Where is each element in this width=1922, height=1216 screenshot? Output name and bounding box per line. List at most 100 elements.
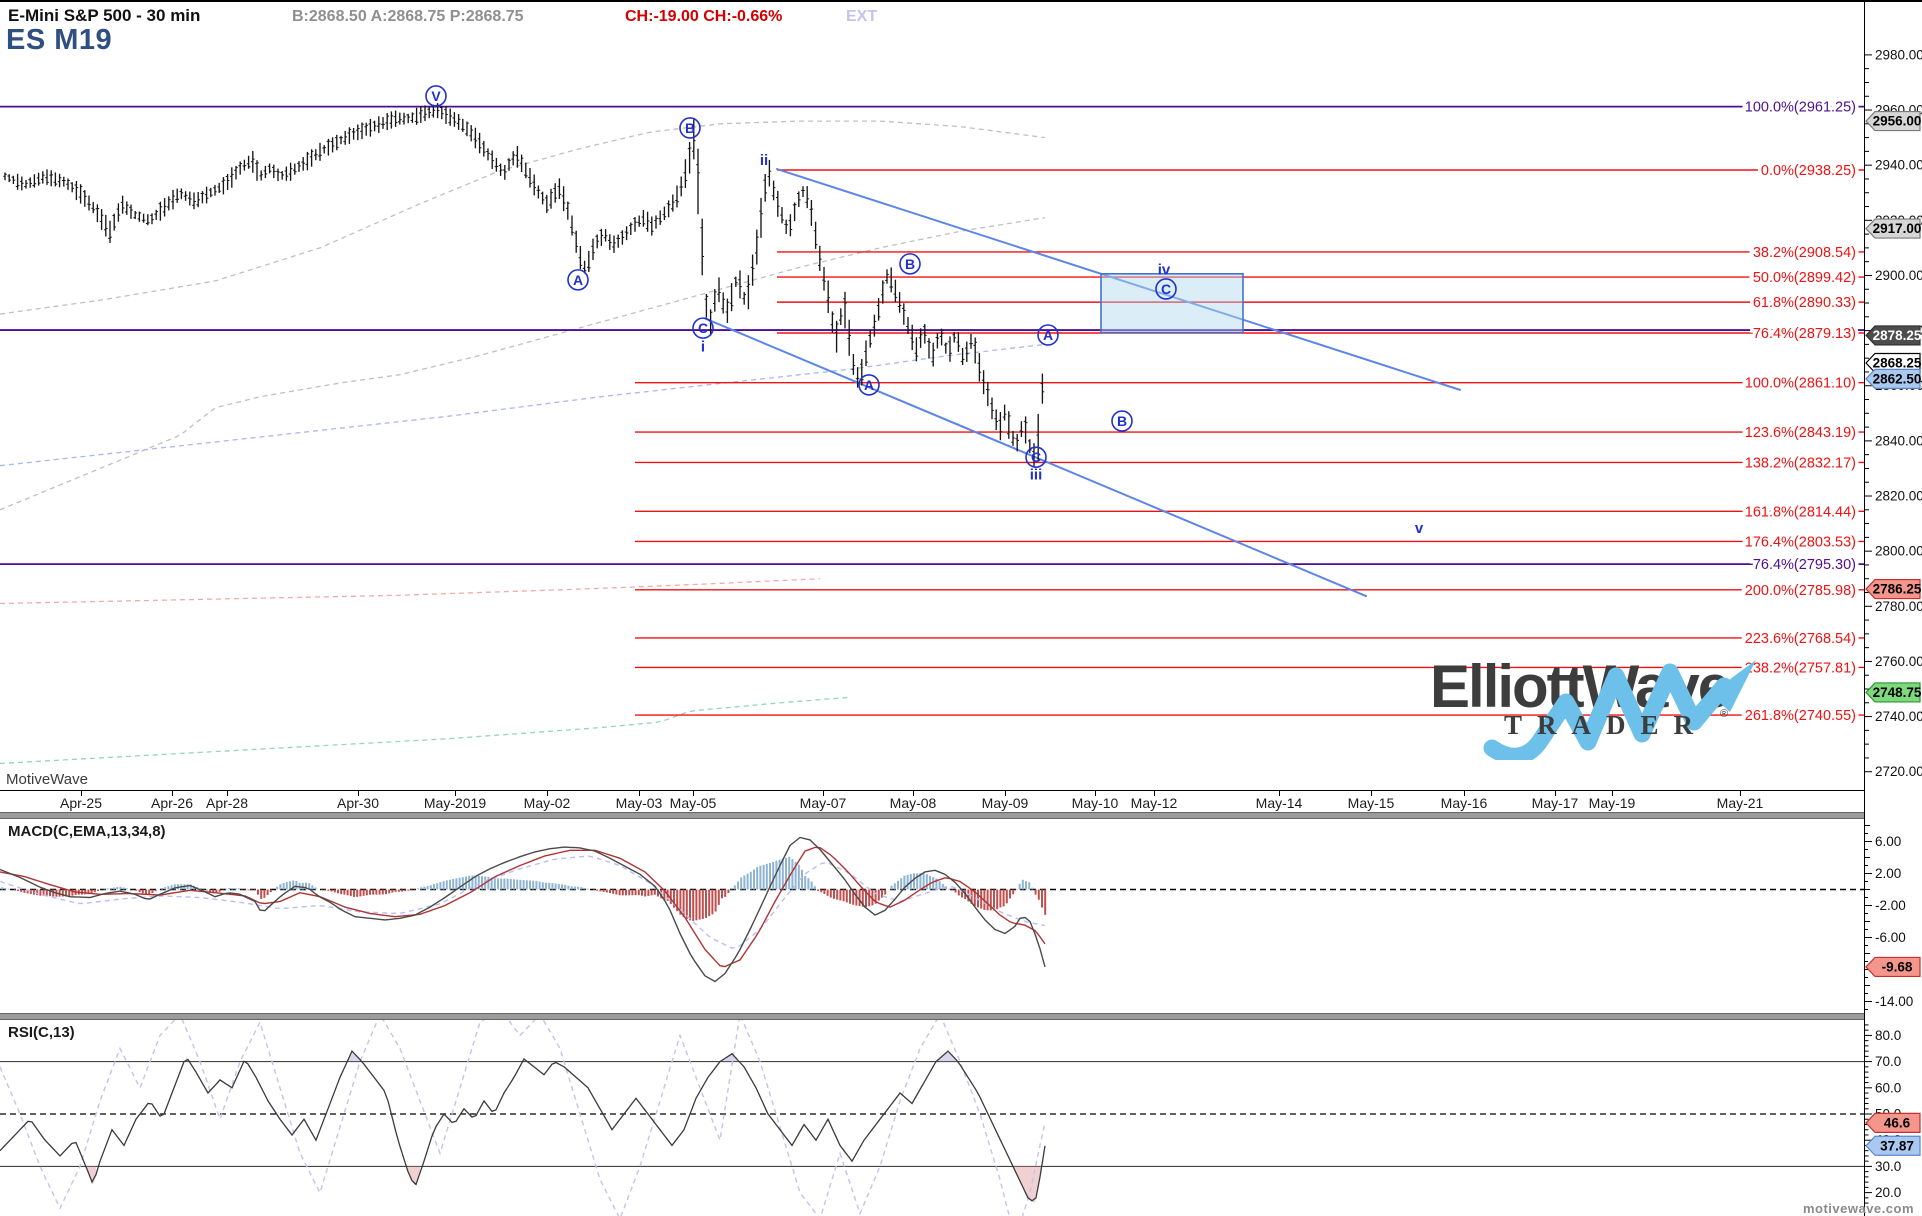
svg-text:261.8%(2740.55): 261.8%(2740.55) — [1745, 708, 1856, 724]
price-tag — [1865, 110, 1921, 132]
date-label: May-21 — [1716, 795, 1764, 811]
date-tick — [1279, 791, 1280, 796]
date-label: May-17 — [1531, 795, 1579, 811]
svg-text:B: B — [685, 120, 695, 136]
date-tick — [1371, 791, 1372, 796]
svg-text:2940.00: 2940.00 — [1875, 158, 1922, 173]
price-bars — [3, 103, 1045, 468]
price-chart-canvas[interactable]: 100.0%(2961.25) 76.4%(2795.30) 0.0%(2938.2… — [0, 2, 1864, 790]
date-tick — [172, 791, 173, 796]
date-tick — [693, 791, 694, 796]
svg-text:C: C — [698, 320, 708, 336]
svg-text:76.4%(2879.13): 76.4%(2879.13) — [1753, 326, 1856, 342]
svg-text:2980.00: 2980.00 — [1875, 47, 1922, 62]
price-tag — [1865, 578, 1921, 600]
price-chart-panel[interactable]: 100.0%(2961.25) 76.4%(2795.30) 0.0%(2938.2… — [0, 2, 1864, 790]
date-label: May-16 — [1440, 795, 1488, 811]
rsi-canvas[interactable] — [0, 1008, 1864, 1216]
svg-text:2760.00: 2760.00 — [1875, 654, 1922, 669]
svg-text:2780.00: 2780.00 — [1875, 599, 1922, 614]
date-tick — [1555, 791, 1556, 796]
price-tag — [1865, 218, 1921, 239]
macd-line — [0, 836, 1046, 983]
motivewave-watermark: MotiveWave — [6, 771, 88, 788]
ext-session-flag: EXT — [846, 8, 878, 25]
date-label: Apr-28 — [205, 795, 249, 811]
svg-text:6.00: 6.00 — [1875, 834, 1901, 849]
price-tag — [1865, 1112, 1921, 1134]
svg-text:-14.00: -14.00 — [1875, 994, 1913, 1009]
rsi-line — [0, 1049, 1046, 1202]
value-axis[interactable]: 2980.002960.002940.002920.002900.002880.… — [1864, 2, 1922, 1216]
svg-text:37.87: 37.87 — [1880, 1138, 1914, 1153]
svg-text:2878.25: 2878.25 — [1873, 328, 1922, 343]
date-label: May-10 — [1071, 795, 1119, 811]
svg-text:B: B — [1117, 413, 1127, 429]
date-label: May-19 — [1588, 795, 1636, 811]
panel-divider[interactable] — [0, 1013, 1922, 1020]
svg-text:2748.75: 2748.75 — [1873, 685, 1922, 700]
value-axis-canvas[interactable]: 2980.002960.002940.002920.002900.002880.… — [1865, 2, 1922, 1216]
svg-text:30.0: 30.0 — [1875, 1159, 1901, 1174]
logo-trader-text: TRADER — [1504, 710, 1709, 740]
date-tick — [823, 791, 824, 796]
date-tick — [1005, 791, 1006, 796]
bid-ask-prev-quote: B:2868.50 A:2868.75 P:2868.75 — [292, 8, 524, 25]
change-values: CH:-19.00 CH:-0.66% — [625, 8, 783, 25]
macd-signal-line — [0, 846, 1046, 968]
svg-text:C: C — [1161, 281, 1171, 297]
date-label: May-12 — [1130, 795, 1178, 811]
svg-text:2820.00: 2820.00 — [1875, 489, 1922, 504]
date-tick — [358, 791, 359, 796]
svg-text:70.0: 70.0 — [1875, 1054, 1901, 1069]
registered-mark: ® — [1720, 708, 1729, 720]
rsi-study-label: RSI(C,13) — [8, 1024, 75, 1041]
svg-text:61.8%(2890.33): 61.8%(2890.33) — [1753, 295, 1856, 311]
macd-canvas[interactable] — [0, 819, 1864, 1013]
ma-gray-slow — [0, 216, 1046, 511]
svg-text:2956.00: 2956.00 — [1873, 114, 1922, 129]
price-tag — [1865, 368, 1921, 389]
svg-text:100.0%(2961.25): 100.0%(2961.25) — [1745, 100, 1856, 116]
svg-text:76.4%(2795.30): 76.4%(2795.30) — [1753, 557, 1856, 573]
rsi-panel[interactable] — [0, 1008, 1864, 1216]
svg-text:38.2%(2908.54): 38.2%(2908.54) — [1753, 245, 1856, 261]
date-label: May-14 — [1255, 795, 1303, 811]
svg-text:100.0%(2861.10): 100.0%(2861.10) — [1745, 376, 1856, 392]
svg-text:138.2%(2832.17): 138.2%(2832.17) — [1745, 455, 1856, 471]
date-tick — [1740, 791, 1741, 796]
price-tag — [1865, 682, 1921, 703]
svg-text:V: V — [431, 88, 441, 104]
date-label: Apr-25 — [59, 795, 103, 811]
price-tag — [1865, 956, 1921, 978]
svg-text:46.6: 46.6 — [1884, 1116, 1911, 1131]
svg-text:176.4%(2803.53): 176.4%(2803.53) — [1745, 534, 1856, 550]
macd-panel[interactable] — [0, 819, 1864, 1013]
svg-text:2900.00: 2900.00 — [1875, 268, 1922, 283]
date-tick — [227, 791, 228, 796]
panel-divider[interactable] — [0, 812, 1922, 819]
svg-text:2.00: 2.00 — [1875, 866, 1901, 881]
svg-text:A: A — [864, 377, 874, 393]
svg-text:200.0%(2785.98): 200.0%(2785.98) — [1745, 583, 1856, 599]
svg-text:161.8%(2814.44): 161.8%(2814.44) — [1745, 504, 1856, 520]
macd-dashed-line — [0, 855, 1046, 949]
svg-text:238.2%(2757.81): 238.2%(2757.81) — [1745, 660, 1856, 676]
time-axis[interactable] — [0, 790, 1864, 813]
date-tick — [547, 791, 548, 796]
date-tick — [1464, 791, 1465, 796]
svg-text:A: A — [573, 272, 583, 288]
svg-text:C: C — [1031, 449, 1041, 465]
price-tag — [1865, 1135, 1921, 1156]
wave-iv-target-box — [1100, 273, 1244, 334]
instrument-title: E-Mini S&P 500 - 30 min — [8, 6, 201, 25]
date-label: May-02 — [523, 795, 571, 811]
date-label: Apr-26 — [150, 795, 194, 811]
date-tick — [455, 791, 456, 796]
svg-text:i: i — [701, 339, 705, 356]
svg-text:60.0: 60.0 — [1875, 1080, 1901, 1095]
elliottwave-trader-logo: ElliottWave TRADER ® — [1408, 644, 1768, 760]
date-label: May-08 — [889, 795, 937, 811]
